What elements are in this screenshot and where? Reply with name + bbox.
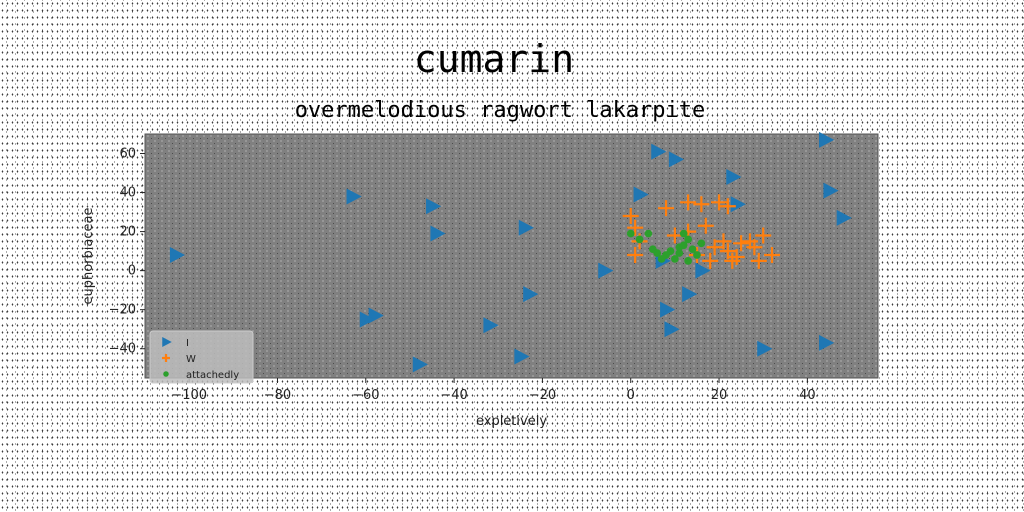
chart-subtitle: overmelodious ragwort lakarpite [295,98,706,123]
data-point [726,168,742,185]
data-point [598,262,614,279]
data-point [711,194,728,211]
data-point [664,321,680,338]
data-point [684,257,692,265]
data-point [724,252,741,269]
data-point [695,262,711,279]
plot-area [144,133,879,379]
y-tick-label: 0 [128,264,136,279]
data-point [658,200,675,217]
legend-marker [162,337,172,347]
legend-marker [163,371,169,377]
series-2 [626,229,706,265]
y-tick-label: 40 [119,186,136,201]
data-point [693,251,701,259]
legend-marker [162,354,170,362]
data-point [626,229,635,238]
y-tick-label: −40 [109,342,136,357]
data-point [819,334,835,351]
y-axis-label: euphorbiaceae [81,208,96,305]
data-point [719,243,736,260]
data-point [426,198,442,215]
x-tick-label: −100 [171,388,207,403]
data-point [733,235,750,252]
x-tick-label: −40 [440,388,467,403]
data-point [702,252,719,269]
x-axis: −100 −80 −60 −40 −20 0 20 40 [171,378,816,403]
data-point [680,194,697,211]
data-point [666,247,675,255]
data-point [684,235,692,244]
data-point [697,217,714,234]
data-point [719,198,736,215]
data-point [836,209,852,226]
data-point [750,252,767,269]
data-point [697,239,706,248]
x-tick-label: 40 [799,388,816,403]
data-point [755,227,772,244]
x-axis-label: expletively [476,414,547,429]
data-point [644,229,653,238]
data-point [823,182,839,199]
y-tick-label: 20 [119,225,136,240]
data-point [764,247,781,264]
data-point [627,247,644,264]
data-point [668,151,685,168]
data-point [730,196,746,213]
data-point [633,186,649,203]
data-point [346,188,362,205]
data-point [169,247,186,264]
data-point [514,348,530,365]
x-tick-label: 20 [711,388,728,403]
data-point [688,245,697,254]
y-axis: −40 −20 0 20 40 60 [109,147,145,357]
x-tick-label: 0 [627,388,635,403]
data-point [706,239,723,256]
data-point [819,131,835,148]
data-point [653,249,662,257]
data-point [675,249,684,257]
y-tick-label: −20 [109,303,136,318]
data-point [430,225,446,242]
data-point [518,219,534,236]
data-point [412,356,428,373]
data-points [169,131,852,373]
data-point [682,286,698,303]
x-tick-label: −20 [529,388,556,403]
data-point [715,233,732,250]
x-tick-label: −60 [352,388,379,403]
data-point [757,340,773,357]
data-point [359,311,375,328]
data-point [622,207,639,224]
data-point [671,255,679,263]
data-point [741,233,758,250]
data-point [627,219,644,236]
y-tick-label: 60 [119,147,136,162]
data-point [651,143,667,160]
legend-label: I [186,338,189,349]
data-point [693,196,710,213]
x-tick-label: −80 [264,388,291,403]
legend-label: attachedly [186,370,239,381]
data-point [666,227,683,244]
data-point [679,229,688,238]
chart-title: cumarin [414,37,574,81]
data-point [675,243,684,252]
data-point [660,301,676,318]
data-point [523,286,539,303]
data-point [635,235,644,244]
legend-label: W [186,354,196,365]
data-point [483,317,499,334]
legend-frame [149,330,254,384]
plot-texture [145,134,878,378]
